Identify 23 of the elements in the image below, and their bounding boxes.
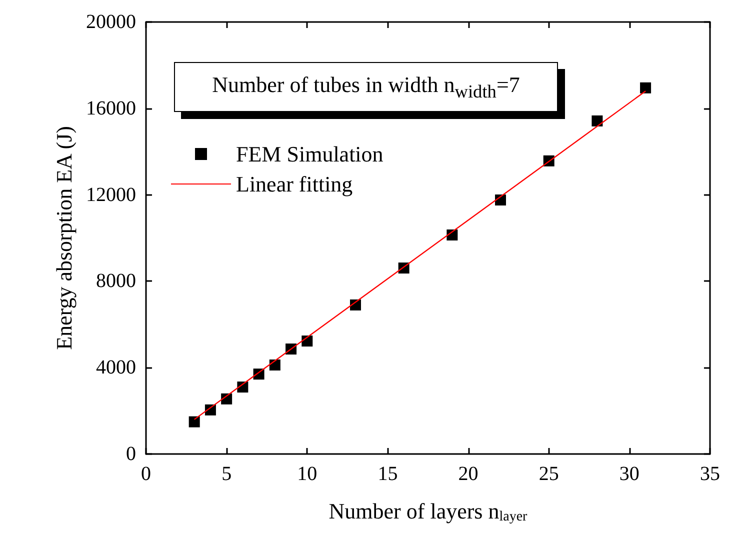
y-tick-label: 8000: [96, 270, 136, 292]
x-tick-label: 10: [297, 463, 318, 485]
y-tick-label: 12000: [86, 184, 136, 206]
y-tick-label: 16000: [86, 97, 136, 120]
x-tick-label: 35: [700, 463, 720, 485]
x-tick-label: 5: [222, 463, 232, 485]
y-tick-label: 4000: [96, 356, 136, 379]
x-tick-label: 30: [619, 463, 640, 485]
point: [592, 115, 603, 126]
point: [302, 336, 313, 347]
legend-label: FEM Simulation: [236, 142, 384, 166]
point: [188, 416, 200, 428]
x-tick-label: 0: [141, 463, 151, 485]
x-tick-label: 25: [538, 463, 559, 485]
annotation: Number of tubes in width n$_{width}$=7: [212, 72, 520, 102]
x-tick-label: 15: [378, 463, 398, 485]
point: [640, 82, 652, 94]
legend-label: Linear fitting: [236, 172, 353, 196]
x-tick-label: 20: [458, 463, 478, 485]
y-tick-label: 20000: [86, 11, 136, 33]
y-tick-label: 0: [126, 443, 136, 465]
point: [269, 360, 280, 371]
y-axis-title: Energy absorption EA (J): [52, 126, 77, 350]
